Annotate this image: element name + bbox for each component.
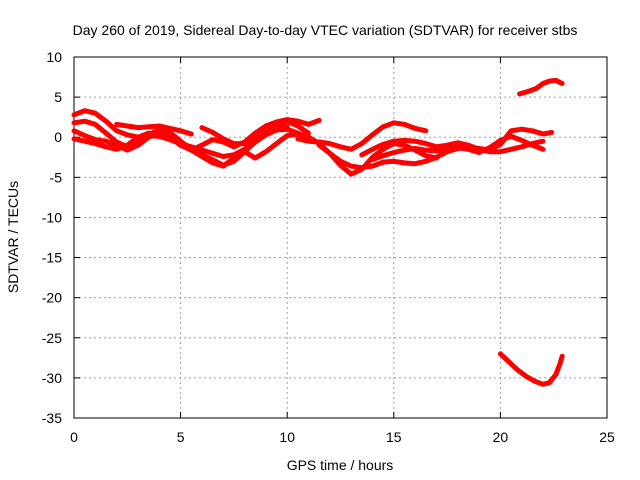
y-tick-label: 5 bbox=[54, 89, 62, 105]
grid-lines bbox=[74, 57, 607, 418]
y-tick-label: -30 bbox=[42, 370, 62, 386]
series-pass-9 bbox=[359, 137, 546, 158]
series-pass-5 bbox=[114, 121, 194, 137]
y-axis-label: SDTVAR / TECUs bbox=[5, 181, 21, 293]
y-tick-label: -35 bbox=[42, 410, 62, 426]
y-ticks: 10 5 0 -5 -10 -15 -20 -25 -30 -35 bbox=[42, 49, 607, 426]
x-tick-label: 0 bbox=[70, 429, 78, 445]
y-tick-label: -20 bbox=[42, 290, 62, 306]
plot-frame bbox=[73, 56, 608, 419]
series-pass-3 bbox=[71, 117, 322, 153]
y-tick-label: -15 bbox=[42, 250, 62, 266]
x-tick-label: 25 bbox=[599, 429, 615, 445]
y-tick-label: -5 bbox=[50, 169, 63, 185]
series-pass-10 bbox=[370, 133, 546, 163]
x-tick-label: 10 bbox=[279, 429, 295, 445]
series-pass-11 bbox=[517, 77, 565, 97]
series-pass-4 bbox=[71, 130, 311, 169]
data-series bbox=[71, 77, 565, 387]
y-tick-label: 0 bbox=[54, 129, 62, 145]
series-pass-12 bbox=[497, 351, 565, 387]
y-tick-label: -10 bbox=[42, 209, 62, 225]
x-ticks: 0 5 10 15 20 25 bbox=[70, 57, 615, 445]
chart-title: Day 260 of 2019, Sidereal Day-to-day VTE… bbox=[73, 22, 578, 38]
y-tick-label: 10 bbox=[46, 49, 62, 65]
series-pass-6 bbox=[199, 121, 290, 147]
y-tick-label: -25 bbox=[42, 330, 62, 346]
x-tick-label: 20 bbox=[493, 429, 509, 445]
x-axis-label: GPS time / hours bbox=[287, 457, 394, 473]
x-tick-label: 5 bbox=[177, 429, 185, 445]
series-pass-7 bbox=[295, 120, 429, 152]
x-tick-label: 15 bbox=[386, 429, 402, 445]
series-pass-2 bbox=[71, 118, 439, 177]
series-pass-8 bbox=[316, 126, 555, 171]
